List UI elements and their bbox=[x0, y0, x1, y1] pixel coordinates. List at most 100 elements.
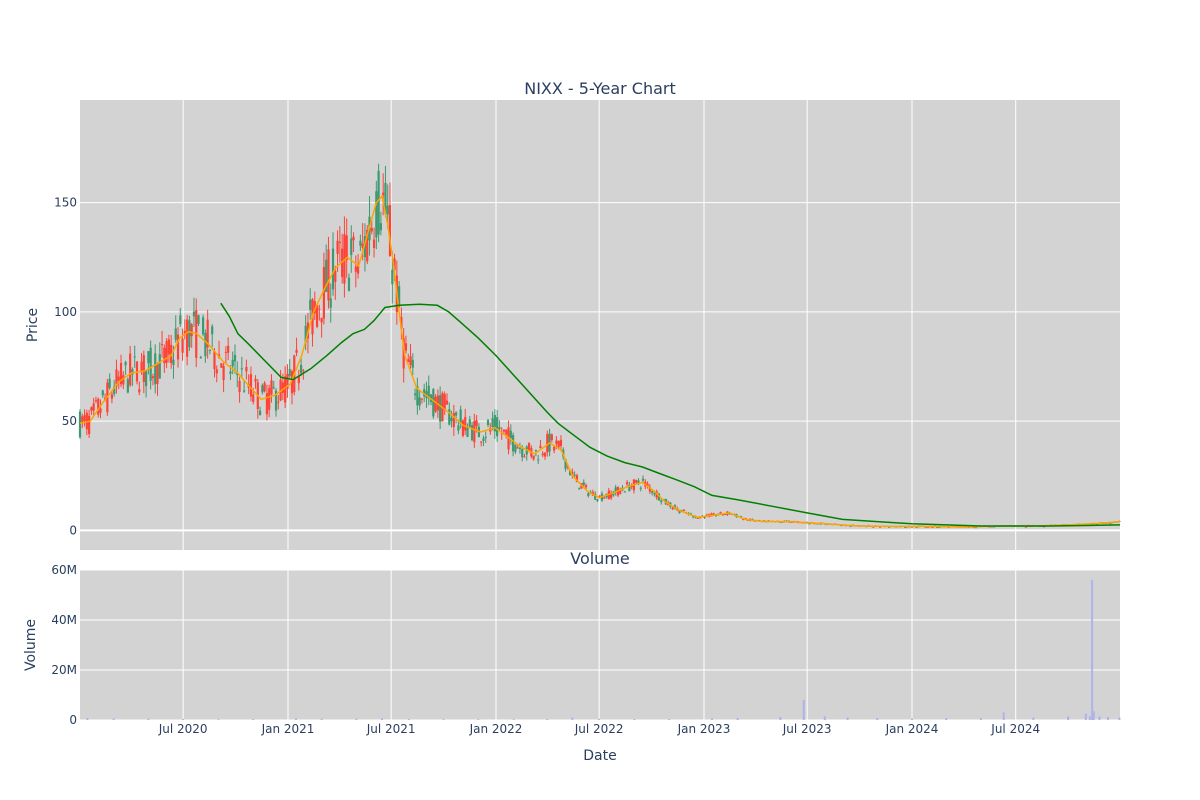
candle-body bbox=[199, 357, 202, 359]
candle-body bbox=[400, 317, 403, 329]
candle-body bbox=[270, 380, 273, 395]
candle-body bbox=[354, 266, 357, 272]
candle-body bbox=[450, 417, 453, 422]
candle-body bbox=[459, 409, 462, 424]
candle-body bbox=[318, 308, 321, 310]
candle-body bbox=[227, 345, 230, 353]
candle-body bbox=[129, 353, 132, 386]
candle-body bbox=[277, 401, 280, 403]
candle-body bbox=[288, 368, 291, 376]
candle-body bbox=[582, 482, 585, 486]
candle-body bbox=[840, 525, 843, 527]
candle-body bbox=[115, 369, 118, 387]
candle-body bbox=[334, 270, 337, 282]
candle-body bbox=[113, 386, 116, 395]
candle-body bbox=[915, 526, 918, 528]
candle-body bbox=[1109, 523, 1112, 525]
candle-body bbox=[427, 385, 430, 399]
candle-body bbox=[402, 338, 405, 369]
candle-body bbox=[393, 258, 396, 271]
candle-body bbox=[108, 378, 111, 389]
volume-bar bbox=[779, 717, 782, 720]
candle-body bbox=[992, 526, 996, 528]
candle-body bbox=[584, 485, 588, 488]
candle-body bbox=[240, 368, 243, 370]
candle-body bbox=[254, 378, 257, 382]
candle-body bbox=[509, 430, 512, 439]
candle-body bbox=[573, 474, 576, 476]
candle-body bbox=[557, 440, 560, 448]
price-y-tick-labels: 0 50 100 150 bbox=[54, 196, 77, 538]
candle-body bbox=[537, 459, 540, 461]
candle-body bbox=[439, 395, 442, 422]
candle-body bbox=[808, 523, 811, 525]
volume-bar bbox=[945, 718, 948, 720]
price-chart-title: NIXX - 5-Year Chart bbox=[524, 79, 676, 98]
candle-body bbox=[83, 415, 86, 422]
candle-body bbox=[646, 483, 649, 487]
candle-body bbox=[363, 236, 367, 258]
candle-body bbox=[336, 240, 339, 254]
candle-body bbox=[639, 487, 642, 489]
candle-body bbox=[325, 259, 328, 292]
candle-body bbox=[926, 526, 930, 528]
volume-bar bbox=[1002, 712, 1005, 720]
volume-panel: 0 20M 40M 60M Jul 2020 Jan 2021 Jul 2021 Jan 2… bbox=[23, 549, 1121, 764]
candle-body bbox=[229, 371, 232, 374]
candle-body bbox=[443, 394, 446, 411]
candle-body bbox=[648, 486, 651, 492]
candle-body bbox=[475, 420, 478, 427]
candle-body bbox=[878, 526, 882, 528]
candle-body bbox=[651, 491, 654, 493]
candle-body bbox=[657, 493, 661, 501]
candle-body bbox=[297, 375, 300, 384]
candle-body bbox=[101, 390, 104, 396]
volume-bar bbox=[1091, 580, 1094, 720]
volume-bar bbox=[182, 719, 185, 720]
candle-body bbox=[327, 249, 330, 301]
volume-y-axis-label: Volume bbox=[23, 619, 39, 671]
candle-body bbox=[117, 376, 120, 382]
candle-body bbox=[160, 344, 164, 346]
candle-body bbox=[603, 497, 606, 499]
candle-body bbox=[904, 526, 907, 528]
candle-body bbox=[434, 396, 437, 412]
candle-body bbox=[457, 425, 460, 431]
x-tick-labels: Jul 2020 Jan 2021 Jul 2021 Jan 2022 Jul 2022… bbox=[158, 722, 1040, 736]
candle-body bbox=[425, 391, 428, 398]
volume-bar bbox=[217, 719, 220, 720]
candle-body bbox=[974, 527, 977, 529]
candle-body bbox=[723, 514, 727, 516]
volume-bar bbox=[1084, 713, 1087, 720]
candle-body bbox=[149, 347, 152, 381]
candle-body bbox=[596, 499, 599, 501]
candle-body bbox=[1043, 526, 1046, 528]
candle-body bbox=[154, 353, 157, 385]
candle-body bbox=[252, 394, 255, 402]
candle-body bbox=[491, 418, 494, 428]
volume-bar bbox=[571, 717, 574, 720]
volume-bar bbox=[736, 718, 739, 720]
candle-body bbox=[215, 369, 218, 374]
price-y-axis-label: Price bbox=[25, 308, 41, 342]
x-tick-label: Jul 2023 bbox=[782, 722, 832, 736]
volume-bar bbox=[633, 719, 636, 720]
candle-body bbox=[938, 527, 941, 529]
candle-body bbox=[924, 526, 927, 528]
candle-body bbox=[279, 379, 282, 401]
x-tick-label: Jul 2024 bbox=[990, 722, 1040, 736]
candle-body bbox=[448, 409, 451, 425]
volume-bar bbox=[355, 718, 358, 720]
candle-body bbox=[555, 440, 558, 444]
candle-body bbox=[496, 417, 499, 437]
candle-body bbox=[521, 448, 524, 458]
candle-body bbox=[625, 482, 629, 485]
candle-body bbox=[304, 325, 307, 343]
price-y-tick-label: 0 bbox=[69, 523, 77, 537]
candle-body bbox=[436, 395, 439, 411]
candle-body bbox=[183, 331, 186, 334]
x-tick-label: Jan 2023 bbox=[677, 722, 731, 736]
candle-body bbox=[190, 324, 193, 337]
x-tick-label: Jan 2021 bbox=[261, 722, 315, 736]
candle-body bbox=[382, 192, 385, 196]
